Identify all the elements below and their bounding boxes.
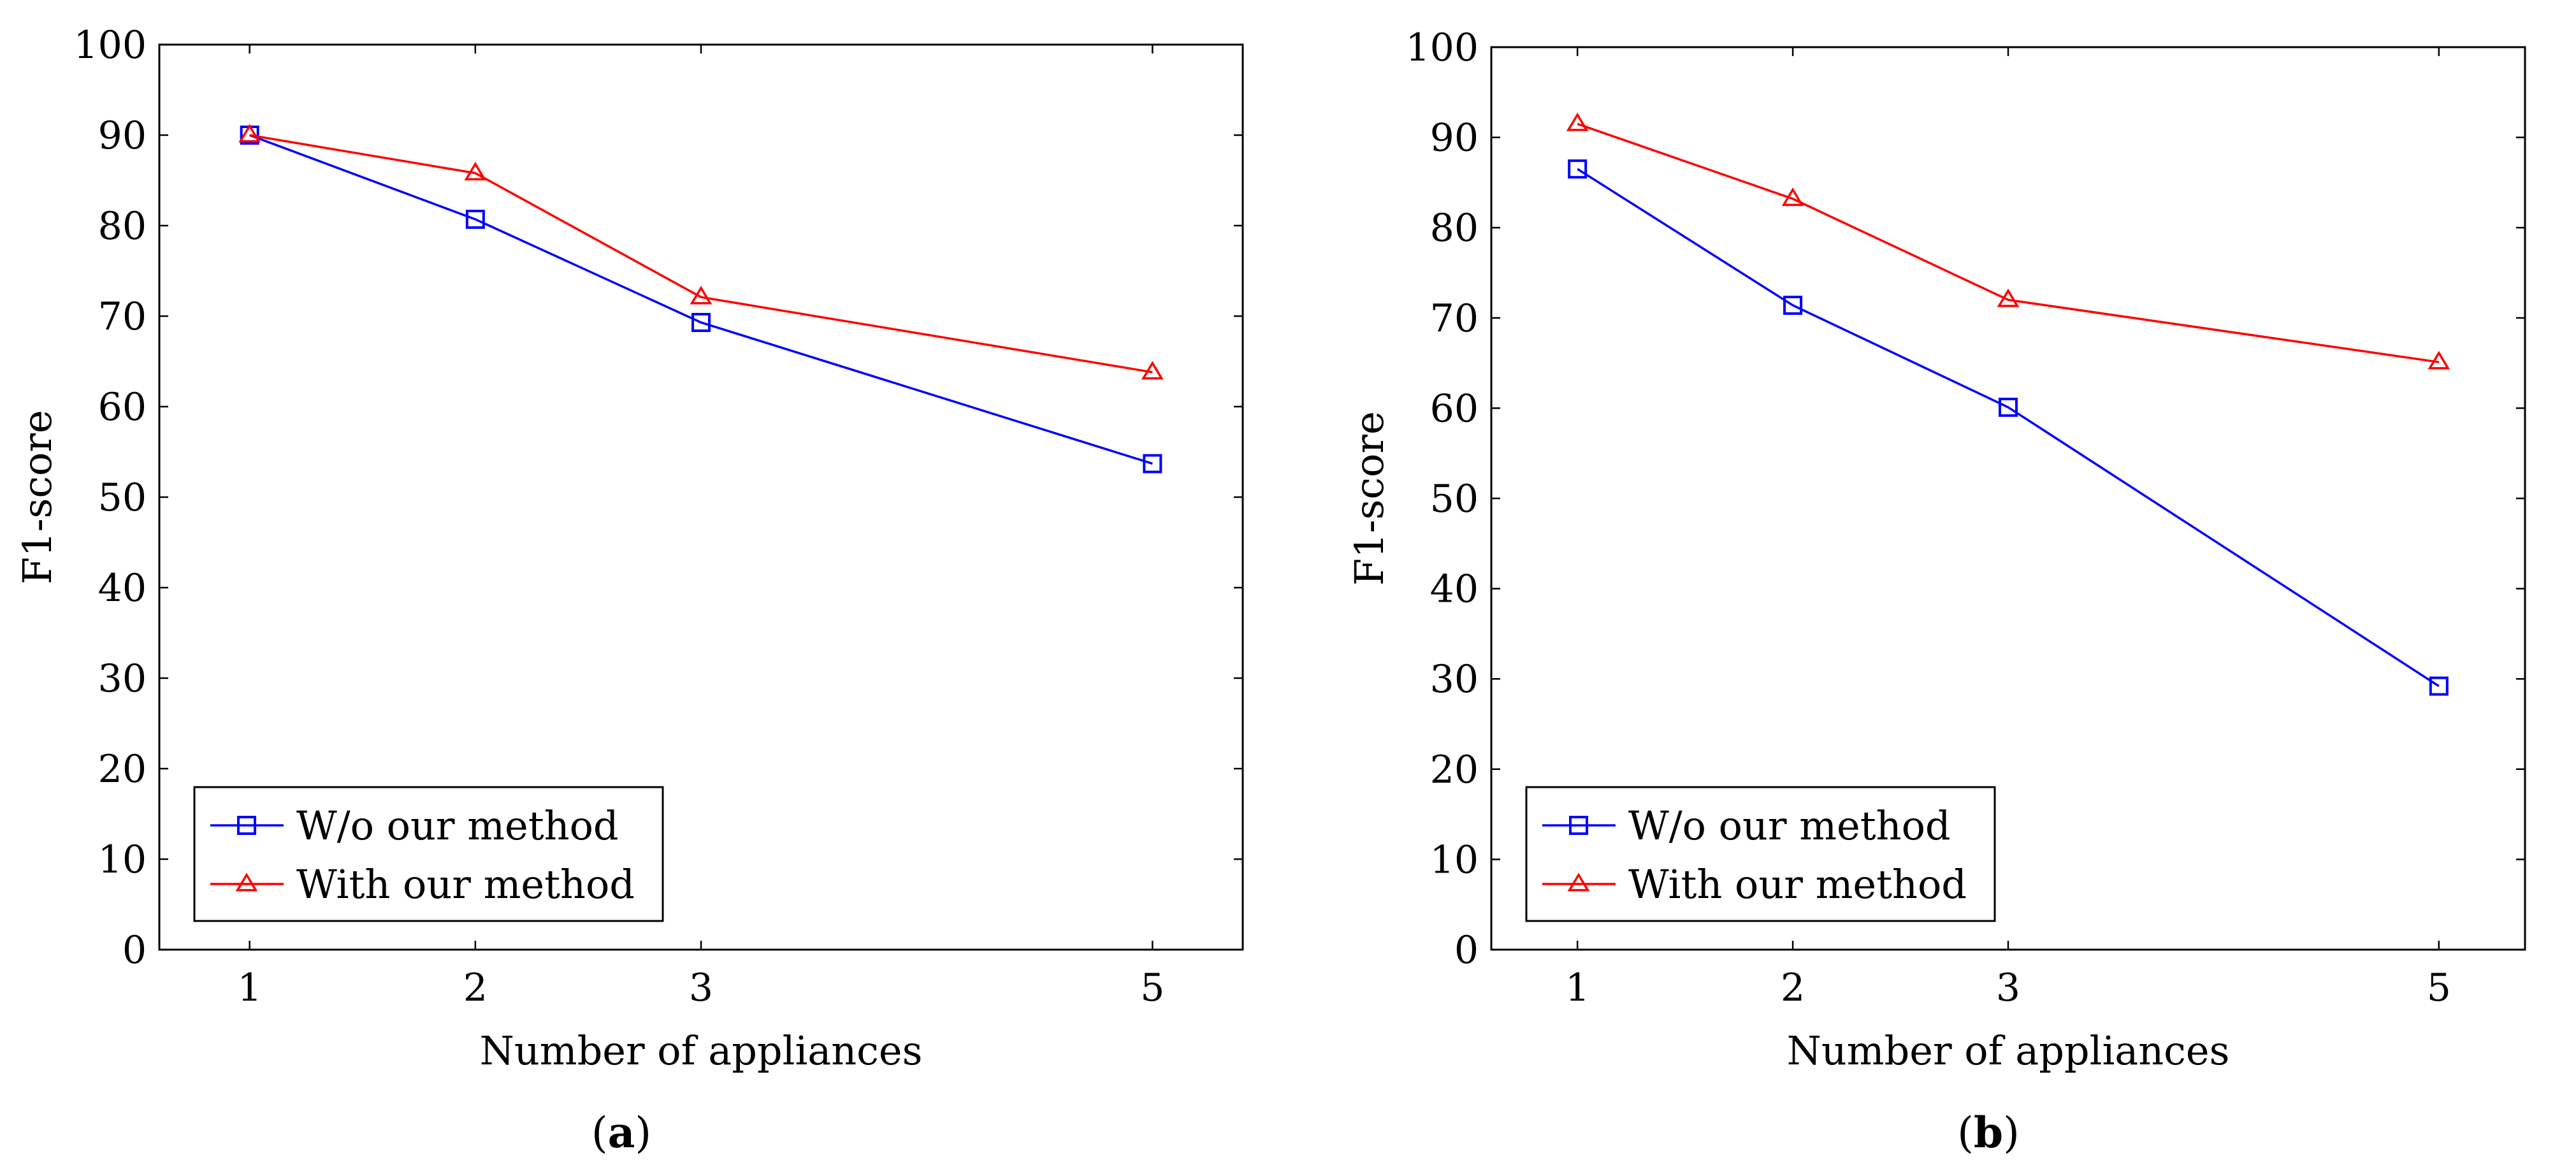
data-point <box>2429 676 2449 696</box>
legend-label: With our method <box>1628 861 1967 908</box>
y-tick-label: 50 <box>98 475 147 520</box>
series-with-method <box>1566 112 2450 370</box>
legend-marker <box>1567 873 1590 892</box>
y-tick-label: 80 <box>1430 206 1479 250</box>
data-point <box>1141 361 1164 380</box>
series-without-method <box>1568 159 2449 696</box>
panel-caption: (b) <box>1957 1108 2020 1157</box>
y-tick-label: 90 <box>1430 116 1479 161</box>
y-axis-label: F1-score <box>1346 411 1393 586</box>
y-tick-label: 100 <box>73 23 147 68</box>
y-tick-label: 40 <box>98 566 147 611</box>
legend-entry: W/o our method <box>1542 802 1951 849</box>
x-tick-label: 5 <box>1140 966 1164 1010</box>
y-tick-label: 80 <box>98 204 147 249</box>
panel-caption-letter: b <box>1974 1108 2003 1157</box>
legend-label: With our method <box>296 861 635 908</box>
x-axis-label: Number of appliances <box>1787 1027 2230 1074</box>
y-axis-label: F1-score <box>14 410 61 584</box>
legend-entry: With our method <box>1542 861 1967 908</box>
data-point <box>1997 288 2020 307</box>
x-tick-label: 2 <box>1781 966 1805 1010</box>
data-point <box>1781 187 1804 207</box>
x-tick-label: 1 <box>238 966 262 1010</box>
y-tick-label: 50 <box>1430 477 1479 521</box>
y-tick-label: 40 <box>1430 567 1479 612</box>
data-point <box>1566 112 1589 131</box>
data-point <box>1143 454 1162 474</box>
series-line <box>249 134 1153 465</box>
y-tick-label: 20 <box>98 747 147 792</box>
series-with-method <box>238 124 1164 380</box>
series-without-method <box>240 126 1162 474</box>
data-point <box>690 286 713 305</box>
data-point <box>1999 397 2018 417</box>
y-tick-label: 100 <box>1405 25 1479 70</box>
chart-panel-a: 0 10 20 30 40 50 60 70 80 90 100 1 2 3 5 Number of appl… <box>14 23 1244 1157</box>
legend-entry: W/o our method <box>210 802 619 849</box>
x-tick-label: 2 <box>463 966 488 1010</box>
data-point <box>465 210 485 229</box>
y-tick-label: 70 <box>1430 296 1479 341</box>
y-tick-label: 20 <box>1430 748 1479 792</box>
data-point <box>2428 351 2450 370</box>
panel-caption-letter: a <box>608 1108 635 1157</box>
x-tick-label: 5 <box>2427 966 2451 1010</box>
legend-label: W/o our method <box>296 802 619 849</box>
y-tick-label: 30 <box>1430 657 1479 702</box>
y-tick-label: 10 <box>1430 837 1479 882</box>
x-axis-label: Number of appliances <box>480 1027 923 1074</box>
y-tick-label: 70 <box>98 294 147 339</box>
x-tick-label: 1 <box>1565 966 1589 1010</box>
chart-panel-b: 0 10 20 30 40 50 60 70 80 90 100 1 2 3 5 Number of appl… <box>1346 25 2526 1157</box>
x-tick-label: 3 <box>689 966 713 1010</box>
data-point <box>238 124 261 143</box>
y-tick-label: 90 <box>98 113 147 158</box>
data-point <box>1783 295 1803 315</box>
y-tick-label: 30 <box>98 656 147 701</box>
legend-marker <box>235 873 258 892</box>
panel-caption: (a) <box>591 1108 651 1157</box>
series-line <box>1577 122 2440 363</box>
legend: W/o our method With our method <box>193 786 664 922</box>
y-tick-label: 0 <box>122 928 147 973</box>
y-tick-label: 60 <box>98 385 147 430</box>
legend: W/o our method With our method <box>1525 786 1996 922</box>
legend-marker <box>1569 816 1588 835</box>
data-point <box>1568 159 1588 179</box>
y-tick-label: 10 <box>98 837 147 882</box>
legend-marker <box>237 816 256 835</box>
legend-box <box>1525 786 1996 922</box>
x-tick-label: 3 <box>1996 966 2020 1010</box>
series-line <box>249 134 1153 373</box>
y-tick-label: 0 <box>1454 928 1479 973</box>
legend-label: W/o our method <box>1628 802 1951 849</box>
series-line <box>1577 168 2440 687</box>
y-tick-label: 60 <box>1430 386 1479 431</box>
legend-entry: With our method <box>210 861 635 908</box>
data-point <box>691 312 711 332</box>
legend-box <box>193 786 664 922</box>
data-point <box>464 161 487 180</box>
